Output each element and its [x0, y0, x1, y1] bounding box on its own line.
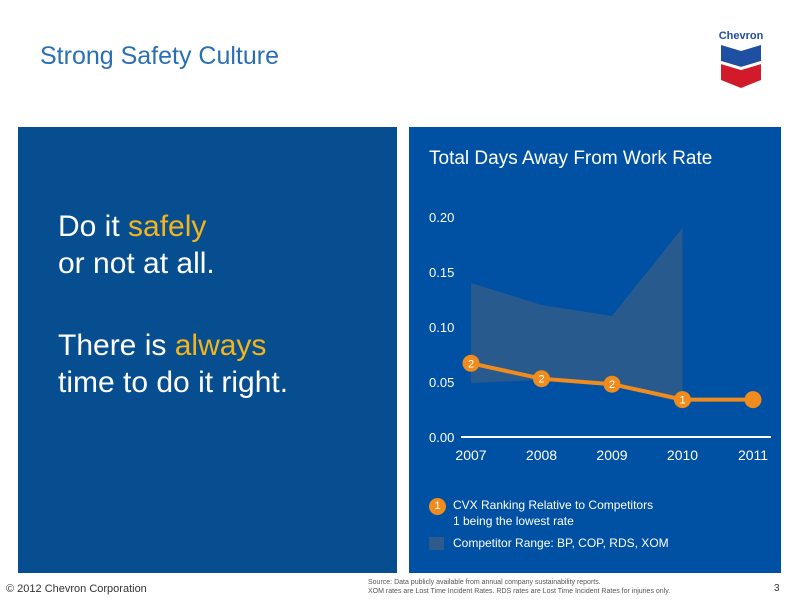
- cvx-data-point: [674, 391, 691, 409]
- cvx-rank-label: 1: [679, 395, 685, 407]
- slogan-highlight: always: [174, 329, 267, 362]
- cvx-data-point: [462, 354, 480, 372]
- cvx-rank-label: 2: [468, 358, 474, 370]
- chevron-logo: Chevron: [712, 30, 770, 90]
- cvx-rank-label: 2: [538, 374, 544, 386]
- source-note-line: Source: Data publicly available from ann…: [368, 579, 601, 586]
- legend-range-label: Competitor Range: BP, COP, RDS, XOM: [453, 536, 669, 550]
- slide-title: Strong Safety Culture: [40, 42, 280, 70]
- chevron-emblem-icon: [721, 45, 761, 88]
- x-tick-label: 2008: [526, 447, 557, 463]
- cvx-data-point: [533, 370, 550, 388]
- source-note-line: XOM rates are Lost Time Incident Rates. …: [368, 588, 671, 595]
- cvx-rank-label: 2: [609, 379, 615, 391]
- x-tick-label: 2009: [596, 447, 627, 463]
- y-tick-label: 0.00: [429, 430, 454, 445]
- page-number: 3: [774, 583, 780, 594]
- y-tick-label: 0.15: [429, 265, 454, 280]
- slogan-highlight: safely: [128, 210, 207, 243]
- message-panel: Do it safely or not at all. There is alw…: [18, 127, 397, 573]
- legend-rank-sublabel: 1 being the lowest rate: [453, 514, 574, 528]
- cvx-data-point: [744, 391, 762, 409]
- slogan-text: time to do it right.: [58, 366, 289, 399]
- x-tick-label: 2010: [667, 447, 698, 463]
- legend-rank-label: CVX Ranking Relative to Competitors: [453, 498, 654, 512]
- y-tick-label: 0.10: [429, 320, 454, 335]
- slogan-always: There is always time to do it right.: [58, 327, 288, 401]
- slogan-text: There is: [58, 329, 175, 362]
- x-tick-label: 2007: [455, 447, 486, 463]
- y-tick-label: 0.20: [429, 210, 454, 225]
- competitor-range-area: [471, 228, 683, 403]
- chart-title: Total Days Away From Work Rate: [429, 148, 713, 169]
- source-note: Source: Data publicly available from ann…: [368, 578, 768, 596]
- x-tick-label: 2011: [738, 447, 768, 463]
- chart-panel: Total Days Away From Work Rate 0.20 0.15 0…: [409, 127, 781, 573]
- slogan-safely: Do it safely or not at all.: [58, 208, 215, 282]
- logo-wordmark: Chevron: [718, 30, 764, 42]
- legend-range-swatch: [429, 537, 444, 550]
- legend-rank-badge: 1: [429, 498, 446, 515]
- slogan-text: or not at all.: [58, 247, 215, 280]
- footer-copyright: © 2012 Chevron Corporation: [6, 583, 147, 595]
- slogan-text: Do it: [58, 210, 129, 243]
- y-tick-label: 0.05: [429, 375, 454, 390]
- cvx-data-point: [603, 375, 621, 393]
